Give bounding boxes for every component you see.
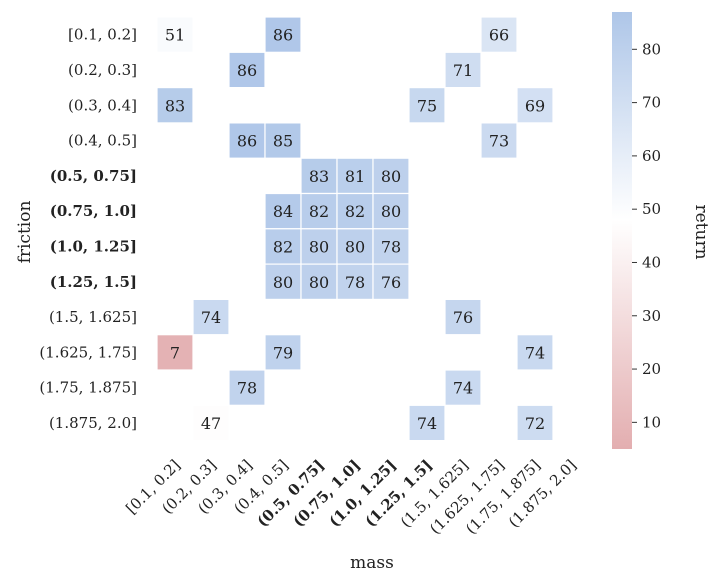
heatmap-cell bbox=[372, 228, 410, 265]
cell-value-label: 74 bbox=[453, 379, 473, 398]
heatmap-cell bbox=[336, 228, 374, 265]
cell-value-label: 76 bbox=[453, 308, 473, 327]
cell-value-label: 80 bbox=[381, 202, 401, 221]
y-tick-label: (1.875, 2.0] bbox=[49, 414, 137, 432]
heatmap-cell bbox=[264, 334, 302, 371]
heatmap-cell bbox=[336, 192, 374, 230]
y-axis-label: friction bbox=[15, 201, 35, 264]
heatmap-cell bbox=[480, 16, 518, 53]
y-tick-label: (1.75, 1.875] bbox=[39, 379, 137, 397]
cell-value-label: 80 bbox=[273, 273, 293, 292]
cell-value-label: 73 bbox=[489, 132, 509, 151]
cell-value-label: 81 bbox=[345, 167, 365, 186]
heatmap-cell bbox=[444, 298, 482, 336]
heatmap-cell bbox=[444, 51, 482, 89]
heatmap-cell bbox=[372, 263, 410, 301]
heatmap-cell bbox=[300, 228, 338, 265]
y-tick-label: [0.1, 0.2] bbox=[68, 26, 137, 44]
cell-value-label: 79 bbox=[273, 343, 293, 362]
cell-value-label: 66 bbox=[489, 26, 509, 45]
heatmap-cell bbox=[300, 157, 338, 195]
cell-value-label: 80 bbox=[381, 167, 401, 186]
colorbar-tick-label: 30 bbox=[642, 307, 661, 325]
cell-value-label: 84 bbox=[273, 202, 293, 221]
y-tick-labels: [0.1, 0.2] (0.2, 0.3] (0.3, 0.4] (0.4, 0.5]… bbox=[39, 26, 137, 432]
cell-value-label: 78 bbox=[381, 237, 401, 256]
cell-value-label: 80 bbox=[309, 237, 329, 256]
heatmap-cell bbox=[264, 263, 302, 301]
cell-value-label: 83 bbox=[309, 167, 329, 186]
heatmap-cell bbox=[372, 192, 410, 230]
cell-value-label: 7 bbox=[170, 343, 180, 362]
heatmap-cell bbox=[228, 369, 266, 406]
colorbar-tick-label: 60 bbox=[642, 147, 661, 165]
y-tick-label: (0.4, 0.5] bbox=[68, 132, 137, 150]
cell-value-label: 74 bbox=[201, 308, 221, 327]
heatmap-cell bbox=[480, 122, 518, 159]
cell-value-label: 51 bbox=[165, 26, 185, 45]
heatmap-cell bbox=[408, 404, 446, 442]
cell-value-label: 83 bbox=[165, 96, 185, 115]
heatmap-cell bbox=[156, 86, 194, 124]
y-tick-label: (0.2, 0.3] bbox=[68, 61, 137, 79]
heatmap-cell bbox=[408, 86, 446, 124]
heatmap-cell bbox=[264, 228, 302, 265]
heatmap-cell bbox=[300, 192, 338, 230]
y-tick-label: (0.75, 1.0] bbox=[50, 202, 137, 220]
heatmap-cell bbox=[264, 16, 302, 53]
colorbar-tick-label: 70 bbox=[642, 94, 661, 112]
heatmap-cell bbox=[516, 404, 554, 442]
cell-value-label: 74 bbox=[417, 414, 437, 433]
heatmap-cell bbox=[372, 157, 410, 195]
x-axis-label: mass bbox=[350, 553, 394, 573]
cell-value-label: 80 bbox=[309, 273, 329, 292]
cell-value-label: 75 bbox=[417, 96, 437, 115]
cell-value-label: 86 bbox=[273, 26, 293, 45]
colorbar-tick-label: 40 bbox=[642, 253, 661, 271]
x-tick-labels: [0.1, 0.2](0.2, 0.3](0.3, 0.4](0.4, 0.5]… bbox=[122, 456, 579, 538]
colorbar-tick-label: 20 bbox=[642, 360, 661, 378]
heatmap-cell bbox=[192, 298, 230, 336]
y-tick-label: (1.25, 1.5] bbox=[50, 273, 137, 291]
cell-value-label: 85 bbox=[273, 132, 293, 151]
heatmap-cell bbox=[444, 369, 482, 406]
cell-value-label: 86 bbox=[237, 132, 257, 151]
heatmap-cell bbox=[156, 334, 194, 371]
cell-value-label: 72 bbox=[525, 414, 545, 433]
heatmap-cell bbox=[228, 122, 266, 159]
cell-value-label: 71 bbox=[453, 61, 473, 80]
colorbar-ticks: 10 20 30 40 50 60 70 80 bbox=[632, 40, 661, 431]
heatmap-cell bbox=[156, 16, 194, 53]
y-tick-label: (1.5, 1.625] bbox=[49, 308, 137, 326]
cell-value-label: 78 bbox=[237, 379, 257, 398]
heatmap-cell bbox=[228, 51, 266, 89]
colorbar-tick-label: 50 bbox=[642, 200, 661, 218]
cell-value-label: 82 bbox=[309, 202, 329, 221]
cell-value-label: 80 bbox=[345, 237, 365, 256]
heatmap-cell bbox=[264, 122, 302, 159]
cell-value-label: 74 bbox=[525, 343, 545, 362]
cell-value-label: 78 bbox=[345, 273, 365, 292]
colorbar-label: return bbox=[691, 204, 711, 259]
colorbar-tick-label: 10 bbox=[642, 413, 661, 431]
colorbar bbox=[612, 12, 632, 449]
cell-value-label: 76 bbox=[381, 273, 401, 292]
heatmap-cell bbox=[192, 404, 230, 442]
heatmap-cells: 51 86 66 86 71 83 75 69 86 85 73 83 81 80 84 82 82 80 82 80… bbox=[156, 16, 554, 442]
cell-value-label: 82 bbox=[273, 237, 293, 256]
y-tick-label: (0.3, 0.4] bbox=[68, 96, 137, 114]
cell-value-label: 47 bbox=[201, 414, 221, 433]
heatmap-cell bbox=[516, 334, 554, 371]
y-tick-label: (0.5, 0.75] bbox=[50, 167, 137, 185]
heatmap-cell bbox=[336, 263, 374, 301]
heatmap-cell bbox=[516, 86, 554, 124]
cell-value-label: 82 bbox=[345, 202, 365, 221]
y-tick-label: (1.625, 1.75] bbox=[39, 343, 137, 361]
cell-value-label: 69 bbox=[525, 96, 545, 115]
y-tick-label: (1.0, 1.25] bbox=[50, 237, 137, 255]
cell-value-label: 86 bbox=[237, 61, 257, 80]
colorbar-tick-label: 80 bbox=[642, 40, 661, 58]
